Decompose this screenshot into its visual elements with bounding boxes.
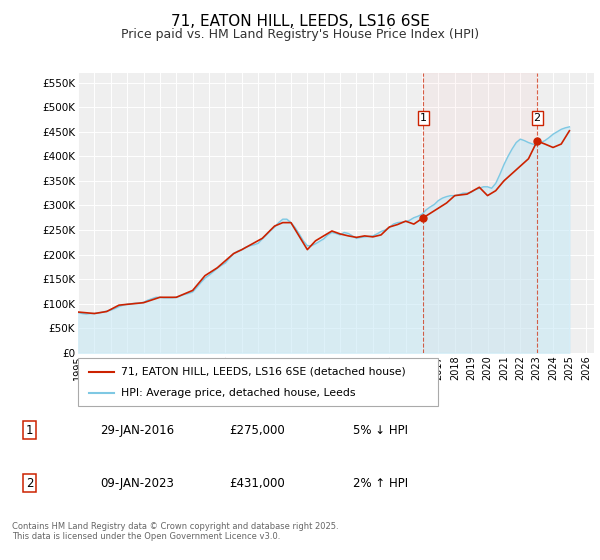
Text: £431,000: £431,000 xyxy=(229,477,285,490)
Text: 2% ↑ HPI: 2% ↑ HPI xyxy=(353,477,408,490)
Bar xyxy=(424,73,537,353)
Text: 1: 1 xyxy=(26,423,33,437)
Text: 2: 2 xyxy=(26,477,33,490)
Text: 1: 1 xyxy=(420,113,427,123)
Text: 2: 2 xyxy=(533,113,541,123)
Text: Contains HM Land Registry data © Crown copyright and database right 2025.
This d: Contains HM Land Registry data © Crown c… xyxy=(12,522,338,542)
Text: Price paid vs. HM Land Registry's House Price Index (HPI): Price paid vs. HM Land Registry's House … xyxy=(121,28,479,41)
FancyBboxPatch shape xyxy=(78,358,438,406)
Text: HPI: Average price, detached house, Leeds: HPI: Average price, detached house, Leed… xyxy=(121,388,356,398)
Text: 5% ↓ HPI: 5% ↓ HPI xyxy=(353,423,408,437)
Text: 09-JAN-2023: 09-JAN-2023 xyxy=(100,477,174,490)
Text: 29-JAN-2016: 29-JAN-2016 xyxy=(100,423,174,437)
Text: 71, EATON HILL, LEEDS, LS16 6SE: 71, EATON HILL, LEEDS, LS16 6SE xyxy=(170,14,430,29)
Text: £275,000: £275,000 xyxy=(229,423,285,437)
Text: 71, EATON HILL, LEEDS, LS16 6SE (detached house): 71, EATON HILL, LEEDS, LS16 6SE (detache… xyxy=(121,367,406,377)
